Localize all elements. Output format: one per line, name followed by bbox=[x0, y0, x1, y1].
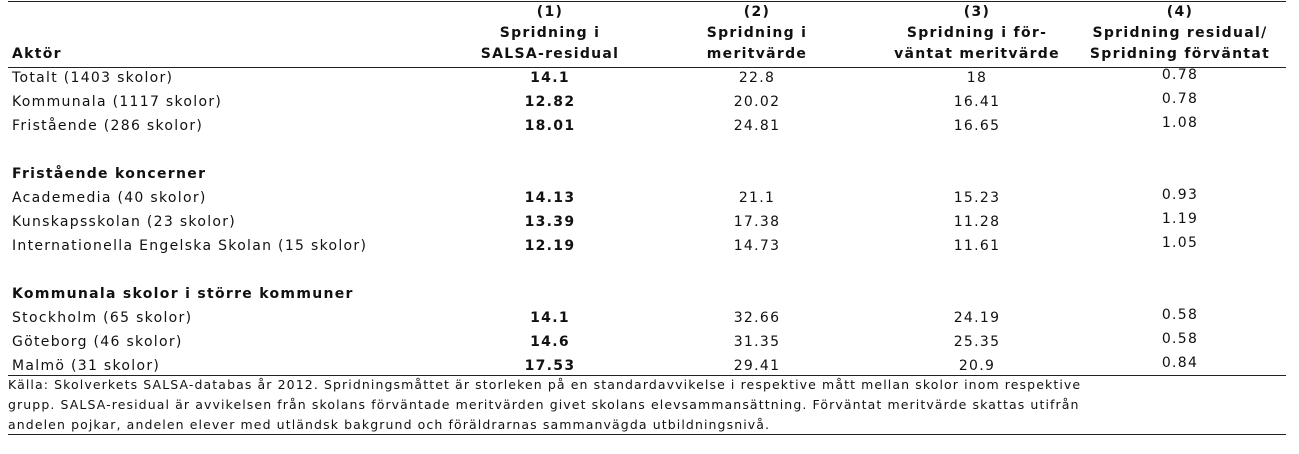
cell-value: 12.19 bbox=[524, 238, 576, 254]
column-number: (3) bbox=[963, 4, 991, 20]
column-number: (4) bbox=[1166, 4, 1194, 20]
cell-value: 20.9 bbox=[958, 358, 996, 374]
cell-value: 20.02 bbox=[733, 94, 781, 110]
cell-value: 0.78 bbox=[1161, 91, 1199, 107]
cell-value: 32.66 bbox=[733, 310, 781, 326]
group-title: Fristående koncerner bbox=[12, 166, 207, 182]
cell-value: 14.1 bbox=[530, 310, 570, 326]
cell-value: 11.28 bbox=[953, 214, 1001, 230]
row-label: Totalt (1403 skolor) bbox=[12, 70, 174, 86]
cell-value: 0.58 bbox=[1161, 331, 1199, 347]
column-label: SALSA-residual bbox=[480, 46, 620, 62]
header-rule bbox=[8, 67, 1286, 68]
column-number: (2) bbox=[743, 4, 771, 20]
cell-value: 18 bbox=[966, 70, 988, 86]
column-label: väntat meritvärde bbox=[894, 46, 1060, 62]
cell-value: 24.81 bbox=[733, 118, 781, 134]
cell-value: 18.01 bbox=[524, 118, 576, 134]
column-number: (1) bbox=[536, 4, 564, 20]
cell-value: 1.19 bbox=[1161, 211, 1199, 227]
cell-value: 0.78 bbox=[1161, 67, 1199, 83]
column-header: Aktör bbox=[12, 46, 62, 62]
cell-value: 15.23 bbox=[953, 190, 1001, 206]
column-label: meritvärde bbox=[706, 46, 808, 62]
cell-value: 0.58 bbox=[1161, 307, 1199, 323]
row-label: Stockholm (65 skolor) bbox=[12, 310, 193, 326]
cell-value: 12.82 bbox=[524, 94, 576, 110]
column-label: Spridning förväntat bbox=[1089, 46, 1271, 62]
column-label: Spridning residual/ bbox=[1092, 25, 1268, 41]
cell-value: 14.13 bbox=[524, 190, 576, 206]
row-label: Malmö (31 skolor) bbox=[12, 358, 161, 374]
group-title: Kommunala skolor i större kommuner bbox=[12, 286, 354, 302]
column-label: Spridning i bbox=[706, 25, 808, 41]
footnote-line: grupp. SALSA-residual är avvikelsen från… bbox=[8, 397, 1080, 412]
cell-value: 14.73 bbox=[733, 238, 781, 254]
top-rule bbox=[8, 1, 1286, 2]
cell-value: 14.6 bbox=[530, 334, 570, 350]
cell-value: 0.84 bbox=[1161, 355, 1199, 371]
cell-value: 14.1 bbox=[530, 70, 570, 86]
footnote-line: andelen pojkar, andelen elever med utlän… bbox=[8, 417, 771, 432]
row-label: Kunskapsskolan (23 skolor) bbox=[12, 214, 237, 230]
cell-value: 21.1 bbox=[738, 190, 776, 206]
footnote-line: Källa: Skolverkets SALSA-databas år 2012… bbox=[8, 377, 1082, 392]
cell-value: 17.38 bbox=[733, 214, 781, 230]
row-label: Internationella Engelska Skolan (15 skol… bbox=[12, 238, 368, 254]
cell-value: 17.53 bbox=[524, 358, 576, 374]
row-label: Academedia (40 skolor) bbox=[12, 190, 207, 206]
row-label: Kommunala (1117 skolor) bbox=[12, 94, 223, 110]
row-label: Göteborg (46 skolor) bbox=[12, 334, 183, 350]
column-label: Spridning i för- bbox=[906, 25, 1048, 41]
cell-value: 11.61 bbox=[953, 238, 1001, 254]
cell-value: 0.93 bbox=[1161, 187, 1199, 203]
cell-value: 24.19 bbox=[953, 310, 1001, 326]
bottom-rule bbox=[8, 434, 1286, 435]
cell-value: 1.05 bbox=[1161, 235, 1199, 251]
cell-value: 31.35 bbox=[733, 334, 781, 350]
row-label: Fristående (286 skolor) bbox=[12, 118, 204, 134]
cell-value: 29.41 bbox=[733, 358, 781, 374]
cell-value: 16.65 bbox=[953, 118, 1001, 134]
cell-value: 1.08 bbox=[1161, 115, 1199, 131]
cell-value: 22.8 bbox=[738, 70, 776, 86]
cell-value: 16.41 bbox=[953, 94, 1001, 110]
footnote-rule bbox=[8, 375, 1286, 376]
cell-value: 25.35 bbox=[953, 334, 1001, 350]
cell-value: 13.39 bbox=[524, 214, 576, 230]
column-label: Spridning i bbox=[499, 25, 601, 41]
